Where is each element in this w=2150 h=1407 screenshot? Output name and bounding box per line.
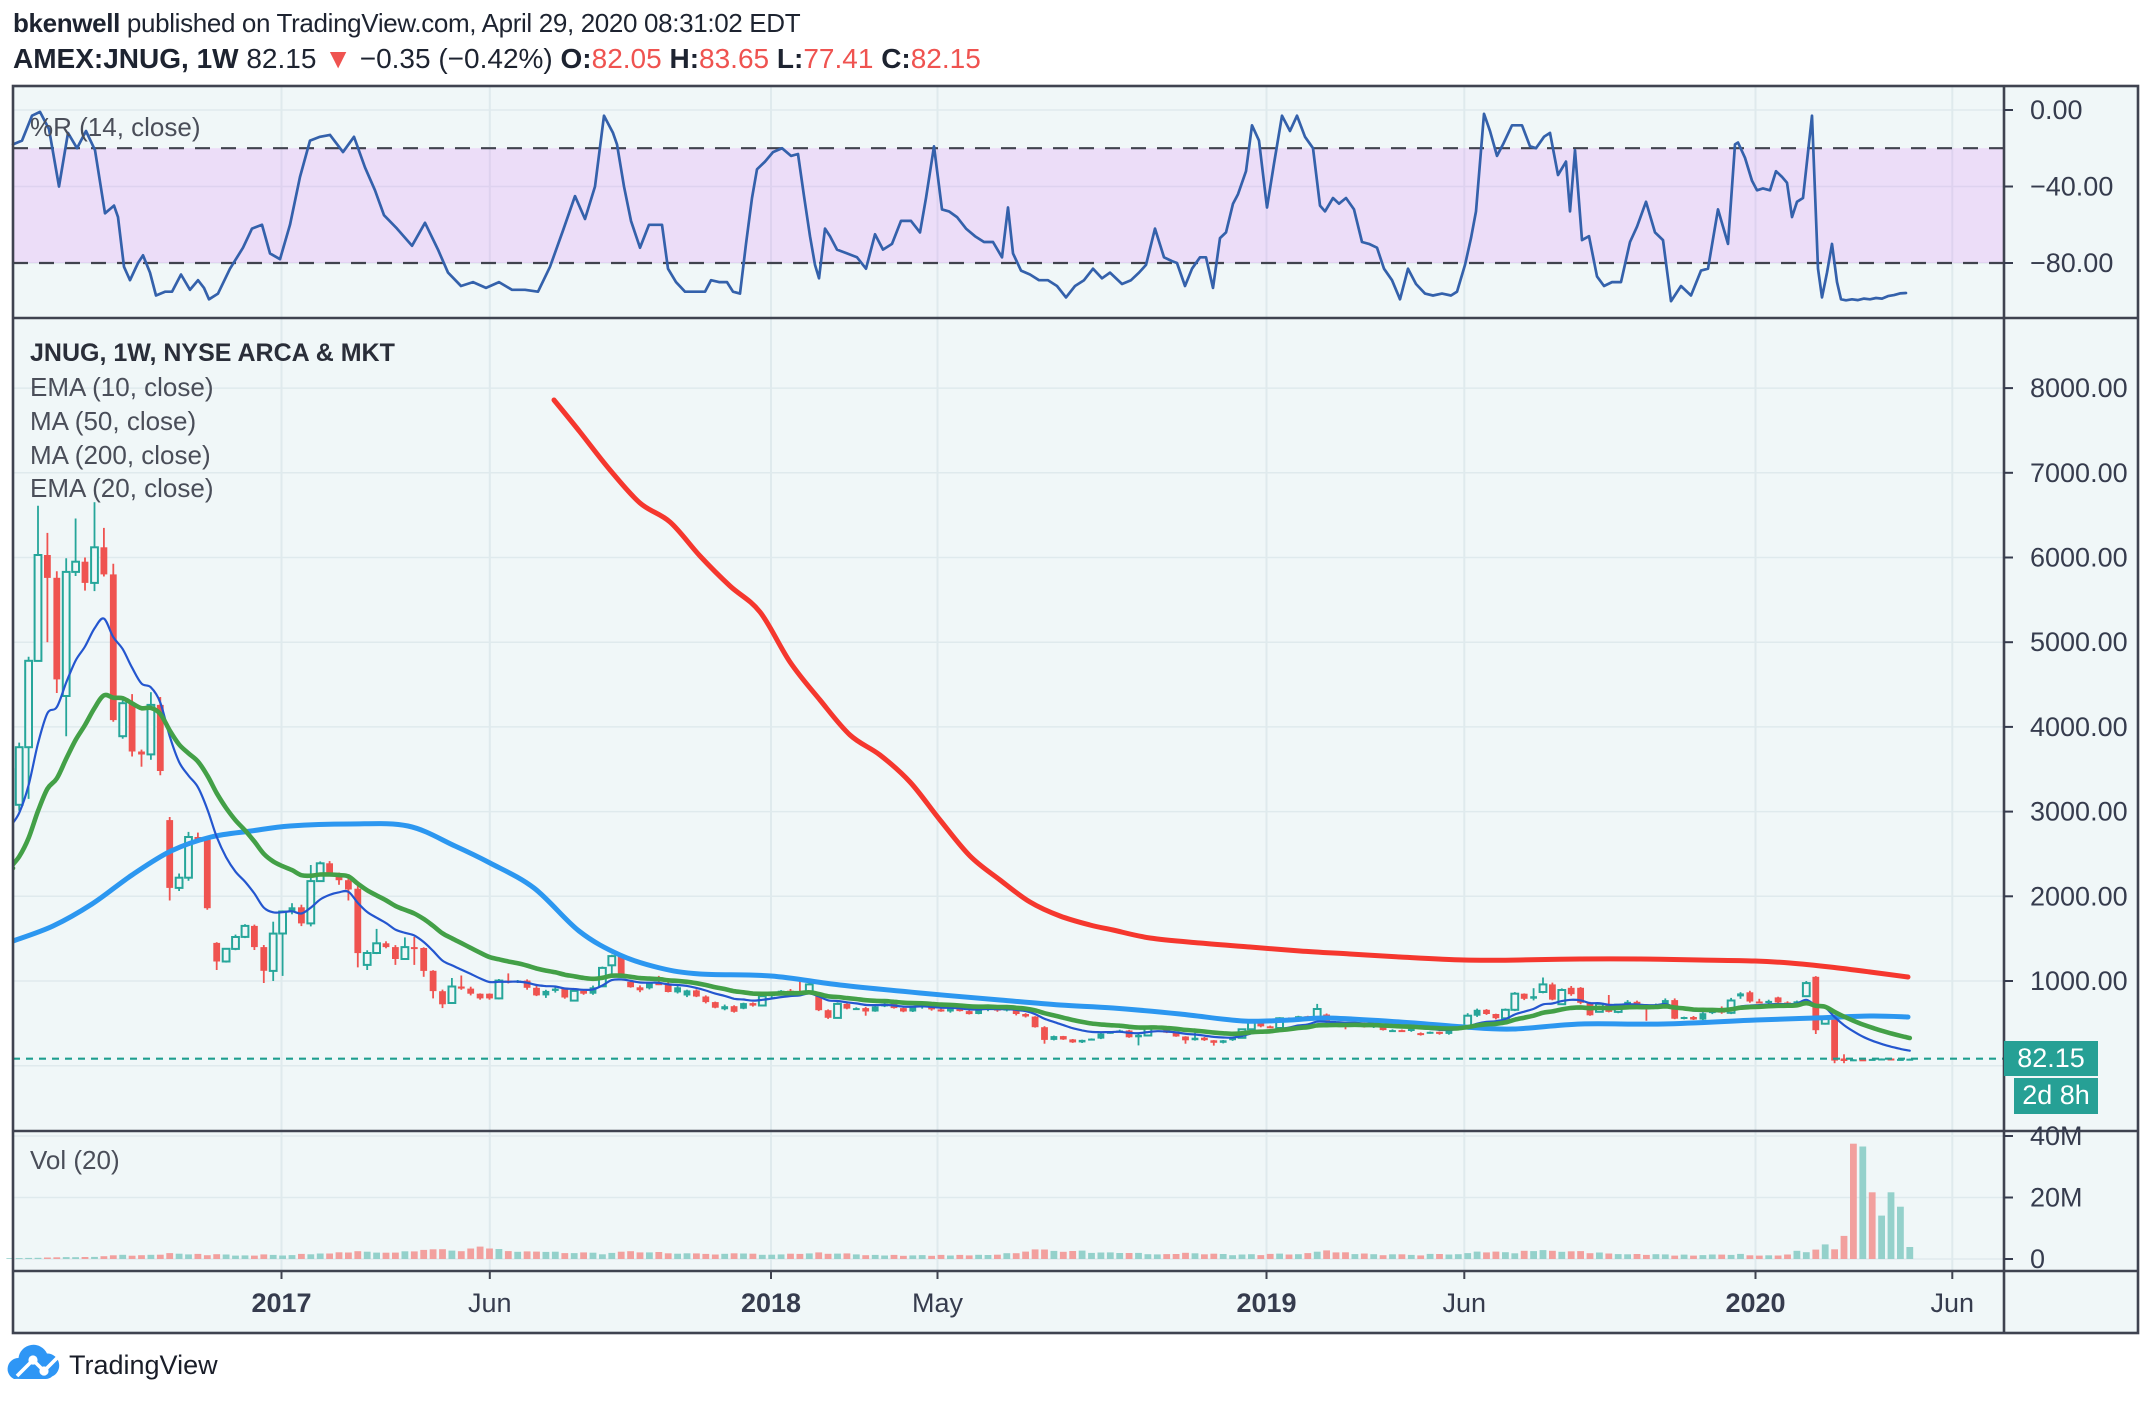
svg-text:Jun: Jun [1931, 1288, 1975, 1318]
svg-text:EMA (10, close): EMA (10, close) [30, 372, 214, 402]
svg-text:82.15: 82.15 [2017, 1043, 2085, 1073]
svg-text:2020: 2020 [1725, 1288, 1785, 1318]
svg-text:Vol (20): Vol (20) [30, 1145, 120, 1175]
svg-text:bkenwell published on TradingV: bkenwell published on TradingView.com, A… [13, 8, 801, 38]
svg-text:2019: 2019 [1236, 1288, 1296, 1318]
svg-text:JNUG, 1W, NYSE ARCA & MKT: JNUG, 1W, NYSE ARCA & MKT [30, 339, 395, 367]
svg-text:TradingView: TradingView [69, 1350, 218, 1380]
svg-text:0.00: 0.00 [2030, 95, 2083, 125]
svg-text:40M: 40M [2030, 1121, 2083, 1151]
svg-text:2000.00: 2000.00 [2030, 881, 2128, 911]
svg-text:2018: 2018 [741, 1288, 801, 1318]
svg-text:20M: 20M [2030, 1183, 2083, 1213]
svg-text:EMA (20, close): EMA (20, close) [30, 473, 214, 503]
svg-text:6000.00: 6000.00 [2030, 543, 2128, 573]
svg-text:MA (50, close): MA (50, close) [30, 406, 196, 436]
svg-text:Jun: Jun [468, 1288, 512, 1318]
svg-text:2017: 2017 [251, 1288, 311, 1318]
svg-text:7000.00: 7000.00 [2030, 458, 2128, 488]
svg-text:May: May [912, 1288, 964, 1318]
svg-text:−80.00: −80.00 [2030, 248, 2113, 278]
svg-text:2d 8h: 2d 8h [2022, 1080, 2090, 1110]
svg-text:MA (200, close): MA (200, close) [30, 440, 211, 470]
svg-text:4000.00: 4000.00 [2030, 712, 2128, 742]
svg-text:AMEX:JNUG, 1W 82.15 ▼ −0.35 (: AMEX:JNUG, 1W 82.15 ▼ −0.35 (−0.42%) O:8… [13, 43, 981, 74]
svg-text:1000.00: 1000.00 [2030, 966, 2128, 996]
svg-text:8000.00: 8000.00 [2030, 373, 2128, 403]
svg-text:3000.00: 3000.00 [2030, 797, 2128, 827]
svg-text:5000.00: 5000.00 [2030, 627, 2128, 657]
svg-text:0: 0 [2030, 1244, 2045, 1274]
svg-text:%R (14, close): %R (14, close) [30, 112, 201, 142]
svg-text:−40.00: −40.00 [2030, 172, 2113, 202]
svg-text:Jun: Jun [1443, 1288, 1487, 1318]
